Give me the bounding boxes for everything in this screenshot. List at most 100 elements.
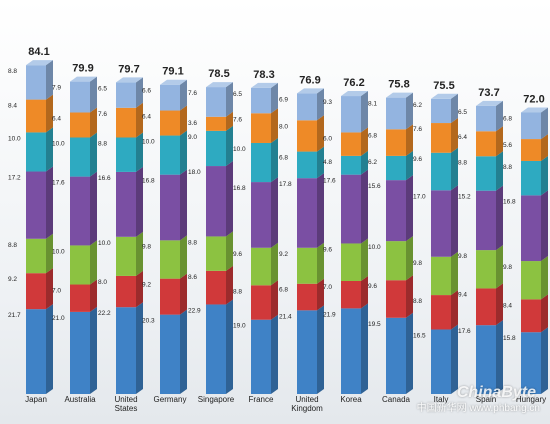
bar-segment-side [46,268,53,310]
bar-segment-side [541,155,548,196]
bar-segment-front [297,178,317,248]
segment-value-label: 21.9 [323,311,336,318]
bar-segment-front [386,97,406,130]
segment-value-label: 21.4 [279,313,292,320]
bar-segment-front [297,283,317,311]
segment-value-label: 9.2 [8,276,17,283]
bar-segment-front [160,240,180,279]
bar-segment-front [116,107,136,138]
bar-segment-front [431,295,451,330]
bar-segment-front [341,243,361,282]
bar-segment-side [226,299,233,394]
bar-segment-side [226,231,233,271]
bar-segment-side [361,276,368,309]
segment-value-label: 8.8 [413,298,422,305]
category-label: United [295,395,318,404]
bar-segment-front [206,304,226,394]
bar-segment-side [361,150,368,175]
bar-segment-side [90,132,97,177]
bar-segment-front [431,329,451,394]
bar-segment-side [180,169,187,241]
segment-value-label: 16.8 [233,185,246,192]
bar-segment-front [160,174,180,241]
category-label: United [114,395,137,404]
bar-segment-front [341,308,361,394]
bar-segment-front [521,261,541,300]
segment-value-label: 17.8 [279,181,292,188]
bar-segment-side [180,235,187,279]
bar-segment-front [297,310,317,394]
segment-value-label: 9.4 [458,291,467,298]
segment-value-label: 8.8 [503,164,512,171]
category-label: Australia [64,395,96,404]
bar-segment-front [116,307,136,394]
segment-value-label: 8.4 [503,302,512,309]
segment-value-label: 21.7 [8,312,21,319]
category-label: Hungary [516,395,546,404]
bar-segment-front [521,332,541,394]
bar-segment-side [136,102,143,138]
segment-value-label: 6.8 [279,155,288,162]
segment-value-label: 8.0 [279,123,288,130]
bar-segment-front [160,135,180,175]
segment-value-label: 6.4 [142,114,151,121]
segment-value-label: 8.8 [188,239,197,246]
bar-top-face [297,88,324,94]
bar-segment-front [26,171,46,239]
category-label: States [115,404,138,413]
bar-segment-side [541,256,548,300]
category-label: Spain [476,395,496,404]
bar-segment-side [451,118,458,153]
segment-value-label: 6.5 [98,85,107,92]
segment-value-label: 16.6 [98,175,111,182]
bar-top-face [431,93,458,99]
segment-value-label: 8.4 [8,103,17,110]
bar-segment-side [271,137,278,183]
bar-segment-side [180,130,187,175]
bar-segment-front [116,82,136,108]
bar-segment-front [70,112,90,138]
segment-value-label: 8.8 [233,288,242,295]
segment-value-label: 20.3 [142,318,155,325]
category-label: Canada [382,395,411,404]
bar-segment-side [317,242,324,284]
bar-segment-side [136,166,143,237]
bar-segment-side [46,60,53,100]
bar-segment-side [180,105,187,136]
total-value-label: 75.8 [388,79,409,91]
bar-segment-front [297,93,317,121]
bar-segment-front [386,155,406,181]
bar-segment-side [46,166,53,239]
total-value-label: 79.1 [162,66,183,78]
bar-segment-front [431,256,451,296]
bar-segment-side [226,82,233,117]
bar-segment-side [361,91,368,133]
segment-value-label: 6.5 [458,109,467,116]
bar-segment-front [26,273,46,310]
bar-top-face [116,77,143,83]
bar-segment-side [271,280,278,320]
bar-segment-side [317,278,324,311]
segment-value-label: 8.8 [458,159,467,166]
segment-value-label: 6.8 [368,132,377,139]
bar-segment-front [116,275,136,308]
bar-segment-front [116,137,136,172]
segment-value-label: 9.2 [142,282,151,289]
bar-segment-front [26,238,46,274]
bar-segment-front [70,137,90,177]
bar-segment-side [271,177,278,248]
category-label: Italy [434,395,449,404]
segment-value-label: 17.6 [458,328,471,335]
bar-segment-side [180,273,187,315]
segment-value-label: 8.8 [8,68,17,75]
bar-segment-front [206,236,226,271]
bar-segment-front [521,195,541,262]
category-label: Germany [154,395,187,404]
bar-segment-front [521,112,541,140]
segment-value-label: 10.0 [98,240,111,247]
bar-segment-front [160,110,180,136]
bar-top-face [206,82,233,88]
segment-value-label: 6.4 [52,115,61,122]
bar-segment-side [226,265,233,305]
